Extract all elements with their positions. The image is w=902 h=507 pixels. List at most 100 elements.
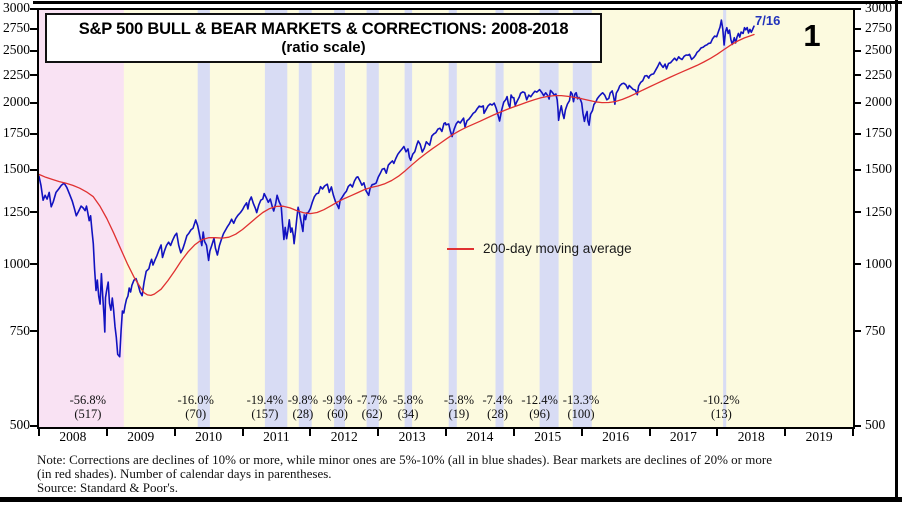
page-frame-right	[895, 0, 898, 502]
drawdown-days: (28)	[292, 406, 314, 421]
drawdown-annotation: -5.8% (19)	[424, 393, 494, 421]
y-tick-right	[853, 27, 861, 30]
x-tick	[38, 429, 40, 436]
drawdown-percent: -7.4%	[482, 393, 513, 407]
y-axis-label-right: 2750	[865, 20, 892, 36]
drawdown-days: (28)	[487, 406, 508, 421]
correction-band	[539, 10, 559, 427]
y-axis-label-left: 2250	[3, 66, 30, 82]
bear-market-band	[39, 10, 124, 427]
drawdown-annotation: -10.2% (13)	[686, 393, 756, 421]
drawdown-days: (34)	[397, 406, 419, 421]
drawdown-days: (70)	[185, 406, 207, 421]
red-line-swatch-icon	[447, 247, 474, 250]
x-tick	[105, 429, 108, 436]
y-tick-left	[30, 74, 38, 77]
moving-average-line	[39, 33, 755, 297]
drawdown-days: (19)	[448, 406, 470, 421]
last-point-date-label: 7/16	[755, 13, 781, 28]
chart-subtitle: (ratio scale)	[281, 39, 366, 56]
drawdown-annotation: -9.8% (28)	[268, 393, 338, 421]
drawdown-annotation: -7.4% (28)	[463, 393, 533, 421]
drawdown-percent: -13.3%	[562, 393, 600, 407]
page-number: 1	[803, 18, 821, 53]
y-axis-label-left: 500	[9, 417, 30, 432]
legend: 200-day moving average	[447, 241, 632, 256]
x-tick	[716, 429, 719, 436]
price-line	[39, 19, 755, 358]
y-axis-label-right: 500	[865, 417, 886, 432]
y-tick-left	[30, 263, 38, 266]
x-axis-year-label: 2009	[127, 429, 155, 444]
y-axis-label-left: 1500	[3, 161, 30, 177]
correction-band	[448, 10, 457, 427]
y-tick-right	[853, 7, 861, 10]
y-tick-right	[853, 330, 861, 333]
x-axis-year-label: 2013	[398, 429, 426, 444]
plot-area	[37, 8, 855, 429]
correction-band	[197, 10, 210, 427]
drawdown-percent: -9.8%	[287, 393, 318, 407]
x-tick	[445, 429, 447, 436]
chart-title: S&P 500 BULL & BEAR MARKETS & CORRECTION…	[78, 20, 569, 38]
drawdown-percent: -16.0%	[177, 393, 214, 407]
drawdown-percent: -9.9%	[322, 393, 353, 407]
y-tick-left	[30, 49, 38, 52]
y-tick-left	[30, 330, 38, 333]
legend-label: 200-day moving average	[483, 241, 632, 256]
y-axis-label-left: 1000	[3, 255, 30, 271]
x-tick	[512, 429, 515, 436]
y-axis-label-right: 2000	[865, 94, 892, 110]
y-axis-label-left: 3000	[3, 0, 30, 15]
y-axis-label-right: 1000	[865, 255, 892, 271]
drawdown-percent: -7.7%	[356, 393, 388, 407]
x-tick	[852, 429, 854, 436]
y-axis-label-right: 2500	[865, 42, 892, 58]
y-axis-label-left: 750	[9, 322, 30, 338]
y-tick-right	[853, 74, 861, 77]
correction-band	[264, 10, 288, 427]
drawdown-days: (96)	[529, 406, 551, 421]
drawdown-days: (157)	[251, 406, 279, 421]
y-tick-left	[30, 211, 38, 214]
drawdown-annotation: -56.8% (517)	[53, 393, 123, 421]
correction-band	[404, 10, 413, 427]
x-axis-year-label: 2016	[602, 429, 630, 444]
drawdown-percent: -19.4%	[246, 393, 284, 407]
correction-band	[366, 10, 379, 427]
y-tick-right	[853, 49, 861, 52]
drawdown-annotation: -13.3% (100)	[546, 393, 616, 421]
page-frame-bottom	[0, 497, 902, 502]
drawdown-days: (62)	[361, 406, 383, 421]
drawdown-days: (60)	[327, 406, 348, 421]
x-tick	[377, 429, 380, 436]
drawdown-annotation: -16.0% (70)	[161, 393, 231, 421]
note-line-2: (in red shades). Number of calendar days…	[37, 466, 332, 482]
x-axis-year-label: 2017	[669, 429, 697, 444]
correction-band	[495, 10, 504, 427]
drawdown-annotation: -19.4% (157)	[230, 393, 300, 421]
x-axis-year-label: 2012	[330, 429, 358, 444]
x-axis-year-label: 2018	[737, 429, 765, 444]
drawdown-days: (13)	[711, 406, 732, 421]
x-tick	[784, 429, 787, 436]
y-tick-right	[853, 101, 861, 104]
y-axis-label-right: 1500	[865, 161, 892, 177]
x-axis-year-label: 2008	[59, 429, 87, 444]
drawdown-days: (100)	[567, 406, 595, 421]
drawdown-annotation: -7.7% (62)	[337, 393, 407, 421]
x-axis-year-label: 2011	[263, 429, 290, 444]
note-line-1: Note: Corrections are declines of 10% or…	[37, 452, 772, 467]
y-axis-label-right: 2250	[865, 66, 892, 82]
drawdown-annotation: -9.9% (60)	[303, 393, 373, 421]
y-tick-left	[30, 424, 38, 427]
y-axis-label-left: 2750	[3, 20, 30, 36]
x-axis-year-label: 2015	[534, 429, 562, 444]
drawdown-days: (517)	[74, 406, 102, 421]
x-axis-year-label: 2014	[466, 429, 494, 444]
correction-band	[723, 10, 727, 427]
x-axis-year-label: 2019	[805, 429, 833, 444]
drawdown-percent: -5.8%	[443, 393, 475, 407]
y-axis-label-right: 750	[865, 322, 886, 338]
